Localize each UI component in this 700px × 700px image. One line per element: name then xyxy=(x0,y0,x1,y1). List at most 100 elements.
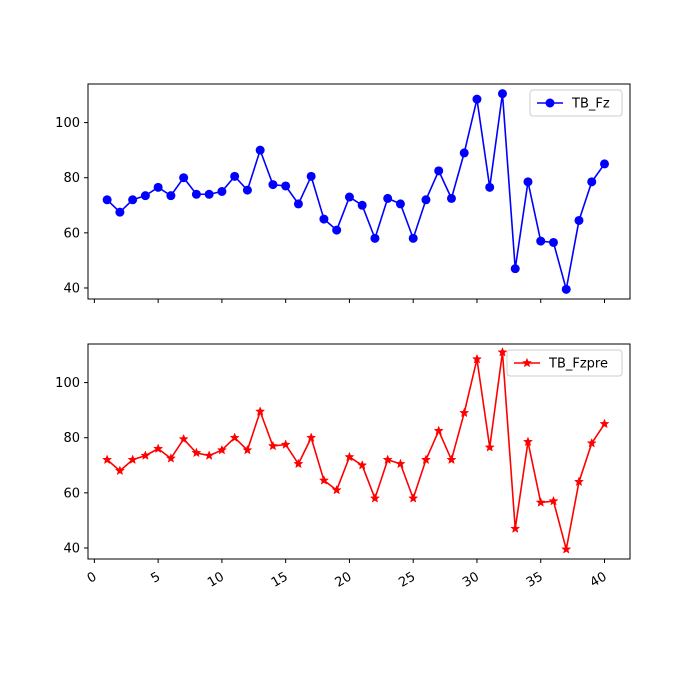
data-point xyxy=(140,450,151,460)
data-point xyxy=(268,180,278,190)
data-point xyxy=(369,493,380,503)
y-tick-label: 100 xyxy=(55,116,80,131)
data-point xyxy=(165,453,176,463)
data-point xyxy=(332,225,342,235)
data-point xyxy=(153,182,163,192)
data-point xyxy=(395,458,406,469)
data-point xyxy=(306,432,317,442)
data-point xyxy=(535,497,546,507)
data-point xyxy=(548,237,558,247)
series-line-TB_Fzpre xyxy=(106,352,606,550)
legend-marker xyxy=(521,357,533,368)
data-point xyxy=(319,214,329,224)
data-point xyxy=(434,166,444,176)
data-point xyxy=(102,195,112,205)
data-point xyxy=(523,177,533,187)
data-point xyxy=(485,182,495,192)
data-point xyxy=(510,264,520,274)
data-point xyxy=(382,454,393,465)
data-point xyxy=(510,523,521,533)
data-point xyxy=(191,189,201,199)
data-point xyxy=(255,406,266,416)
data-point xyxy=(179,173,189,183)
x-tick-label: 35 xyxy=(524,569,546,590)
data-point xyxy=(191,447,202,458)
legend: TB_Fz xyxy=(529,89,623,117)
data-point xyxy=(357,200,367,210)
legend-label: TB_Fzpre xyxy=(548,357,608,372)
data-point xyxy=(561,544,572,554)
data-point xyxy=(471,353,482,364)
data-point xyxy=(331,484,342,495)
data-point xyxy=(344,192,354,202)
data-point xyxy=(114,465,125,476)
data-point xyxy=(383,193,393,203)
data-point xyxy=(204,189,214,199)
y-tick-label: 100 xyxy=(55,376,80,391)
data-point xyxy=(242,185,252,195)
x-tick-label: 15 xyxy=(269,569,291,590)
x-tick-label: 40 xyxy=(588,569,610,590)
legend-box xyxy=(529,89,623,117)
data-point xyxy=(587,177,597,187)
y-tick-label: 80 xyxy=(63,171,80,186)
data-point xyxy=(178,433,189,444)
data-point xyxy=(408,493,419,503)
data-point xyxy=(293,199,303,209)
x-tick-label: 30 xyxy=(460,569,482,590)
data-point xyxy=(204,450,215,460)
top-chart-panel: 40 60 80 100 TB_Fz xyxy=(55,83,631,303)
data-point xyxy=(472,94,482,104)
data-point xyxy=(242,444,253,455)
data-point xyxy=(408,233,418,243)
data-point xyxy=(166,191,176,201)
data-point xyxy=(281,181,291,191)
legend-marker xyxy=(545,98,555,108)
data-point xyxy=(217,187,227,196)
data-point xyxy=(599,159,609,169)
data-point xyxy=(370,233,380,243)
data-point xyxy=(357,459,368,470)
data-point xyxy=(446,454,457,465)
data-point xyxy=(127,454,138,465)
x-tick-label: 25 xyxy=(396,569,418,590)
data-point xyxy=(230,171,240,181)
data-point xyxy=(599,418,610,429)
y-tick-label: 60 xyxy=(63,486,80,501)
data-point xyxy=(115,207,125,217)
x-tick-label: 20 xyxy=(333,569,355,590)
legend-box xyxy=(506,349,623,377)
axes-frame xyxy=(87,343,631,560)
data-point xyxy=(573,476,585,487)
data-point xyxy=(102,454,113,465)
x-tick-label: 0 xyxy=(85,569,100,586)
data-point xyxy=(459,148,469,158)
data-point xyxy=(561,284,571,294)
series-line-TB_Fz xyxy=(106,93,606,290)
data-point xyxy=(306,171,316,181)
axes-frame xyxy=(87,83,631,300)
data-point xyxy=(459,407,470,418)
data-point xyxy=(522,436,533,447)
bottom-chart-panel: 40 60 80 100 0 5 10 15 20 25 30 35 40 TB_Fzpre xyxy=(55,343,631,591)
data-point xyxy=(536,236,546,246)
data-point xyxy=(395,199,405,209)
y-tick-label: 60 xyxy=(63,226,80,241)
data-point xyxy=(497,346,508,357)
data-point xyxy=(548,495,559,506)
data-point xyxy=(420,454,431,465)
data-point xyxy=(421,195,431,205)
data-point xyxy=(128,195,138,205)
data-point xyxy=(267,440,278,451)
legend: TB_Fzpre xyxy=(506,349,623,377)
data-point xyxy=(153,443,164,454)
data-point xyxy=(433,425,444,436)
data-point xyxy=(446,193,456,203)
data-point xyxy=(293,458,304,469)
data-point xyxy=(229,432,240,442)
y-tick-label: 40 xyxy=(63,541,80,556)
x-tick-label: 5 xyxy=(148,569,163,586)
legend-label: TB_Fz xyxy=(571,97,610,112)
data-point xyxy=(216,444,227,455)
